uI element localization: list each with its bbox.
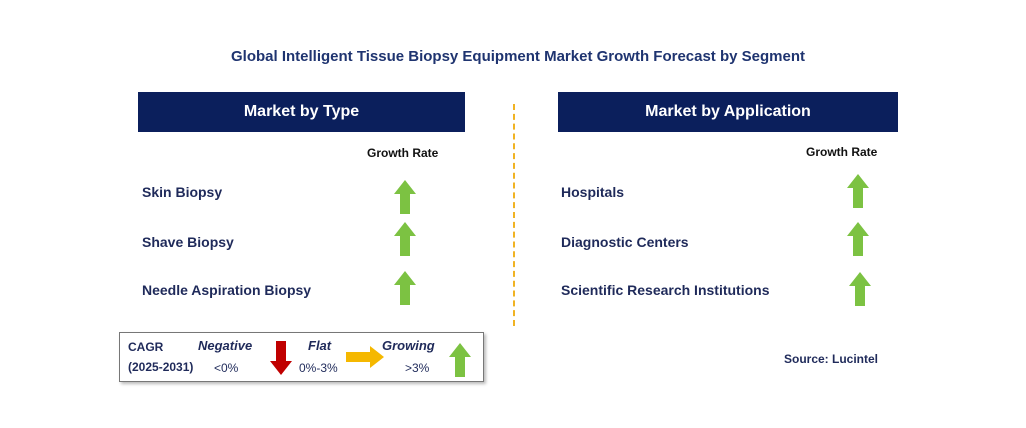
- type-growth-rate-label: Growth Rate: [367, 146, 439, 160]
- up-arrow-icon: [394, 222, 416, 256]
- up-arrow-icon: [847, 174, 869, 208]
- application-item-hospitals: Hospitals: [561, 184, 625, 200]
- application-item-diagnostic-centers: Diagnostic Centers: [561, 234, 689, 250]
- legend-period: (2025-2031): [128, 360, 194, 374]
- application-item-scientific-research-institutions: Scientific Research Institutions: [561, 282, 770, 298]
- panel-divider: [513, 104, 515, 326]
- up-arrow-icon: [394, 271, 416, 305]
- application-growth-rate-label: Growth Rate: [806, 145, 878, 159]
- cagr-legend: CAGR (2025-2031) Negative <0% Flat 0%-3%…: [119, 332, 484, 382]
- type-item-shave-biopsy: Shave Biopsy: [142, 234, 234, 250]
- right-arrow-icon: [346, 346, 384, 368]
- legend-negative-range: <0%: [214, 361, 239, 375]
- legend-growing-range: >3%: [405, 361, 430, 375]
- source-label: Source: Lucintel: [784, 352, 879, 366]
- legend-growing-label: Growing: [382, 338, 435, 353]
- legend-flat-range: 0%-3%: [299, 361, 338, 375]
- type-panel-header: Market by Type: [138, 92, 465, 132]
- legend-cagr-label: CAGR: [128, 340, 164, 354]
- type-item-skin-biopsy: Skin Biopsy: [142, 184, 223, 200]
- up-arrow-icon: [449, 343, 471, 377]
- application-panel-header: Market by Application: [558, 92, 898, 132]
- down-arrow-icon: [270, 341, 292, 375]
- up-arrow-icon: [847, 222, 869, 256]
- type-item-needle-aspiration-biopsy: Needle Aspiration Biopsy: [142, 282, 312, 298]
- legend-negative-label: Negative: [198, 338, 253, 353]
- up-arrow-icon: [849, 272, 871, 306]
- up-arrow-icon: [394, 180, 416, 214]
- chart-title: Global Intelligent Tissue Biopsy Equipme…: [231, 48, 805, 65]
- legend-flat-label: Flat: [308, 338, 332, 353]
